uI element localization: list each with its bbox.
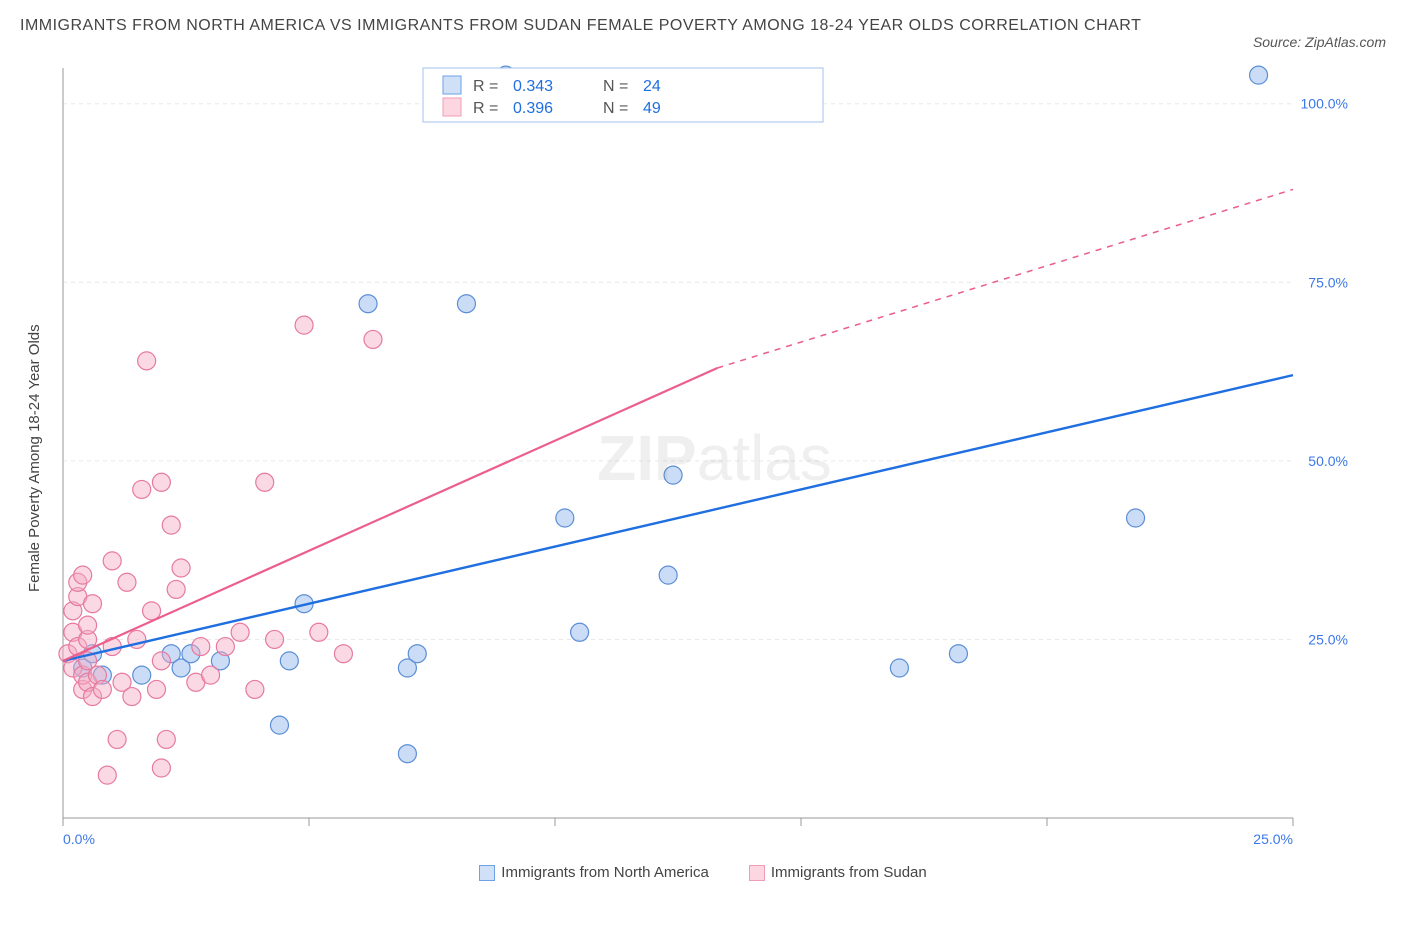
legend-item-north-america: Immigrants from North America bbox=[479, 864, 709, 881]
svg-text:0.343: 0.343 bbox=[513, 78, 553, 95]
svg-text:75.0%: 75.0% bbox=[1308, 274, 1348, 290]
svg-text:50.0%: 50.0% bbox=[1308, 453, 1348, 469]
svg-text:25.0%: 25.0% bbox=[1308, 631, 1348, 647]
source-label: Source: ZipAtlas.com bbox=[1253, 34, 1386, 50]
y-axis-label: Female Poverty Among 18-24 Year Olds bbox=[20, 58, 43, 858]
legend-swatch-north-america bbox=[479, 865, 495, 881]
svg-text:25.0%: 25.0% bbox=[1253, 831, 1293, 847]
svg-text:49: 49 bbox=[643, 100, 661, 117]
bottom-legend: Immigrants from North America Immigrants… bbox=[20, 864, 1386, 881]
svg-text:24: 24 bbox=[643, 78, 661, 95]
legend-label-north-america: Immigrants from North America bbox=[501, 864, 709, 881]
legend-label-sudan: Immigrants from Sudan bbox=[771, 864, 927, 881]
chart-svg: 0.0% 25.0% 25.0% 50.0% 75.0% 100.0% R = 0.343 N… bbox=[43, 58, 1363, 858]
scatter-plot: 0.0% 25.0% 25.0% 50.0% 75.0% 100.0% R = 0.343 N… bbox=[43, 58, 1386, 858]
legend-swatch-sudan bbox=[749, 865, 765, 881]
svg-text:100.0%: 100.0% bbox=[1301, 96, 1348, 112]
svg-text:0.0%: 0.0% bbox=[63, 831, 95, 847]
svg-text:R =: R = bbox=[473, 78, 498, 95]
svg-text:N =: N = bbox=[603, 78, 628, 95]
svg-text:0.396: 0.396 bbox=[513, 100, 553, 117]
svg-text:N =: N = bbox=[603, 100, 628, 117]
svg-text:R =: R = bbox=[473, 100, 498, 117]
chart-title: IMMIGRANTS FROM NORTH AMERICA VS IMMIGRA… bbox=[20, 12, 1141, 41]
legend-item-sudan: Immigrants from Sudan bbox=[749, 864, 927, 881]
